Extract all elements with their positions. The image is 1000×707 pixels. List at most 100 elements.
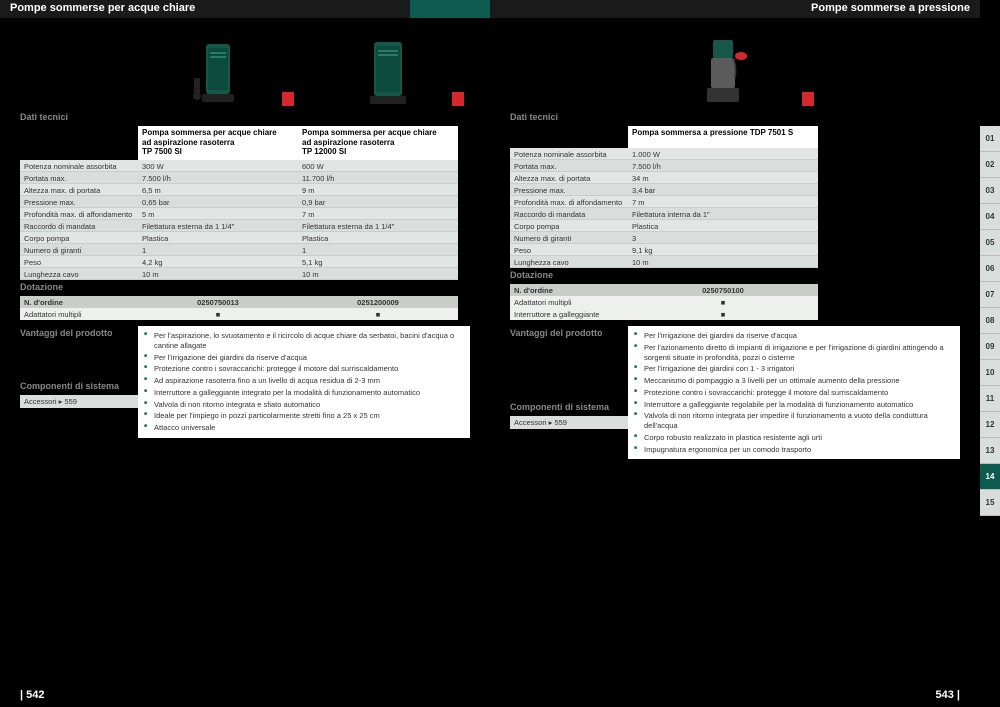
header-title-left: Pompe sommerse per acque chiare xyxy=(0,0,410,18)
chapter-tab-09[interactable]: 09 xyxy=(980,334,1000,360)
chapter-tab-07[interactable]: 07 xyxy=(980,282,1000,308)
energy-badge-icon xyxy=(452,92,464,106)
spec-value: 7 m xyxy=(628,196,818,208)
spec-label: Altezza max. di portata xyxy=(510,172,628,184)
spec-value: 5 m xyxy=(138,208,298,220)
spec-label: Raccordo di mandata xyxy=(20,220,138,232)
spec-label: Peso xyxy=(20,256,138,268)
accessories-link[interactable]: Accessori ▸ 559 xyxy=(20,395,138,408)
product-image xyxy=(308,28,468,108)
advantages-box-right: Vantaggi del prodotto Per l'irrigazione … xyxy=(510,326,960,459)
product-name: Pompa sommersa a pressione TDP 7501 S xyxy=(628,126,818,148)
spec-label: Corpo pompa xyxy=(510,220,628,232)
advantage-item: Attacco universale xyxy=(144,422,464,434)
page-right: Pompe sommerse a pressione Dati tecnici xyxy=(490,0,980,707)
spec-label: Portata max. xyxy=(20,172,138,184)
spec-value: Plastica xyxy=(298,232,458,244)
energy-badge-icon xyxy=(802,92,814,106)
section-comp-label: Componenti di sistema xyxy=(510,402,960,412)
spec-col-1: Pompa sommersa a pressione TDP 7501 S 1.… xyxy=(628,126,818,268)
float-value: ■ xyxy=(628,308,818,320)
chapter-tab-05[interactable]: 05 xyxy=(980,230,1000,256)
chapter-tab-02[interactable]: 02 xyxy=(980,152,1000,178)
section-comp-label: Componenti di sistema xyxy=(20,381,470,391)
spec-value: 7.500 l/h xyxy=(628,160,818,172)
chapter-tab-03[interactable]: 03 xyxy=(980,178,1000,204)
spec-label: Lunghezza cavo xyxy=(20,268,138,280)
spec-label: Potenza nominale assorbita xyxy=(20,160,138,172)
adapter-value: ■ xyxy=(138,308,298,320)
header-accent xyxy=(410,0,490,18)
chapter-tab-12[interactable]: 12 xyxy=(980,412,1000,438)
spec-label: Pressione max. xyxy=(510,184,628,196)
advantage-item: Per l'irrigazione dei giardini da riserv… xyxy=(144,352,464,364)
advantage-item: Impugnatura ergonomica per un comodo tra… xyxy=(634,444,954,456)
components-left: Componenti di sistema Accessori ▸ 559 xyxy=(20,381,470,408)
product-name: Pompa sommersa per acque chiare ad aspir… xyxy=(298,126,458,160)
advantage-item: Per l'irrigazione dei giardini da riserv… xyxy=(634,330,954,342)
section-dot-label: Dotazione xyxy=(20,282,470,292)
adapter-label: Adattatori multipli xyxy=(20,308,138,320)
advantage-item: Per l'azionamento diretto di impianti di… xyxy=(634,342,954,364)
components-right: Componenti di sistema Accessori ▸ 559 xyxy=(510,402,960,429)
chapter-tab-13[interactable]: 13 xyxy=(980,438,1000,464)
spec-value: Plastica xyxy=(628,220,818,232)
spec-value: 5,1 kg xyxy=(298,256,458,268)
spec-value: 0,9 bar xyxy=(298,196,458,208)
spec-value: 6,5 m xyxy=(138,184,298,196)
spec-value: 0,65 bar xyxy=(138,196,298,208)
chapter-tab-01[interactable]: 01 xyxy=(980,126,1000,152)
section-adv-label: Vantaggi del prodotto xyxy=(510,326,628,459)
spec-value: 3,4 bar xyxy=(628,184,818,196)
chapter-tab-14[interactable]: 14 xyxy=(980,464,1000,490)
header-bar-left: Pompe sommerse per acque chiare xyxy=(0,0,490,18)
page-left: Pompe sommerse per acque chiare xyxy=(0,0,490,707)
spec-col-1: Pompa sommersa per acque chiare ad aspir… xyxy=(138,126,298,280)
chapter-tab-08[interactable]: 08 xyxy=(980,308,1000,334)
spec-value: 3 xyxy=(628,232,818,244)
header-title-right: Pompe sommerse a pressione xyxy=(490,0,980,18)
spec-value: 9,1 kg xyxy=(628,244,818,256)
product-images-right xyxy=(628,28,960,108)
adapter-label: Adattatori multipli xyxy=(510,296,628,308)
product-name: Pompa sommersa per acque chiare ad aspir… xyxy=(138,126,298,160)
chapter-tab-04[interactable]: 04 xyxy=(980,204,1000,230)
spec-table-left: Potenza nominale assorbitaPortata max.Al… xyxy=(20,126,470,280)
float-label: Interruttore a galleggiante xyxy=(510,308,628,320)
adapter-value: ■ xyxy=(628,296,818,308)
advantage-item: Meccanismo di pompaggio a 3 livelli per … xyxy=(634,375,954,387)
spec-value: 34 m xyxy=(628,172,818,184)
accessories-link[interactable]: Accessori ▸ 559 xyxy=(510,416,628,429)
spec-value: 300 W xyxy=(138,160,298,172)
product-image xyxy=(138,28,298,108)
advantage-item: Protezione contro i sovraccarichi: prote… xyxy=(144,363,464,375)
energy-badge-icon xyxy=(282,92,294,106)
spec-value: 10 m xyxy=(298,268,458,280)
advantage-item: Ideale per l'impiego in pozzi particolar… xyxy=(144,410,464,422)
spec-value: 1 xyxy=(138,244,298,256)
advantage-item: Protezione contro i sovraccarichi: prote… xyxy=(634,387,954,399)
spec-value: 9 m xyxy=(298,184,458,196)
spec-labels-col: Potenza nominale assorbitaPortata max.Al… xyxy=(20,126,138,280)
spec-value: Filettatura esterna da 1 1/4" xyxy=(138,220,298,232)
spec-label: Portata max. xyxy=(510,160,628,172)
advantage-item: Per l'irrigazione dei giardini con 1 - 3… xyxy=(634,363,954,375)
spec-col-2: Pompa sommersa per acque chiare ad aspir… xyxy=(298,126,458,280)
page-number-left: | 542 xyxy=(20,689,45,701)
chapter-tab-10[interactable]: 10 xyxy=(980,360,1000,386)
section-tech-label: Dati tecnici xyxy=(510,112,960,122)
advantage-item: Corpo robusto realizzato in plastica res… xyxy=(634,432,954,444)
chapter-tab-11[interactable]: 11 xyxy=(980,386,1000,412)
header-bar-right: Pompe sommerse a pressione xyxy=(490,0,980,18)
spec-label: Raccordo di mandata xyxy=(510,208,628,220)
spec-table-right: Potenza nominale assorbitaPortata max.Al… xyxy=(510,126,960,268)
chapter-tab-06[interactable]: 06 xyxy=(980,256,1000,282)
order-value: 0250750100 xyxy=(628,284,818,296)
chapter-tab-15[interactable]: 15 xyxy=(980,490,1000,516)
spec-label: Lunghezza cavo xyxy=(510,256,628,268)
spec-label: Corpo pompa xyxy=(20,232,138,244)
spec-value: Plastica xyxy=(138,232,298,244)
spec-value: 600 W xyxy=(298,160,458,172)
section-dot-label: Dotazione xyxy=(510,270,960,280)
section-tech-label: Dati tecnici xyxy=(20,112,470,122)
